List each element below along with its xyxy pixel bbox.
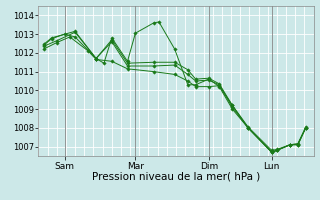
X-axis label: Pression niveau de la mer( hPa ): Pression niveau de la mer( hPa ): [92, 172, 260, 182]
